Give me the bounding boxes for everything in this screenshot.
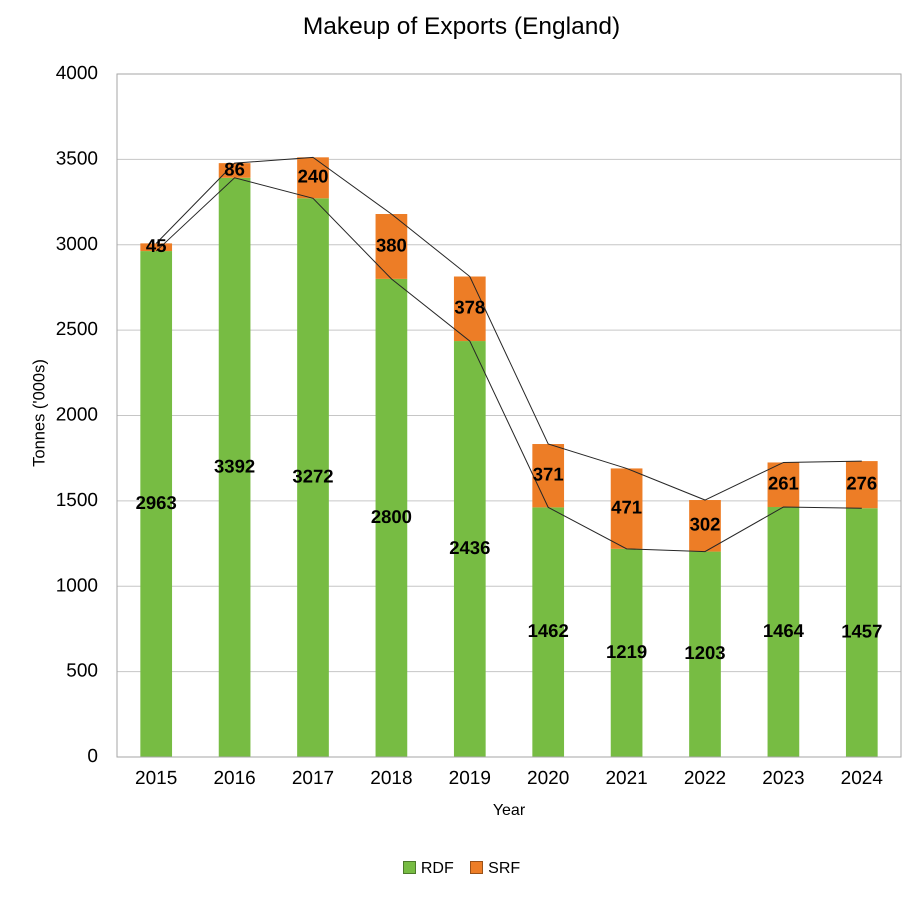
svg-text:2019: 2019 bbox=[449, 768, 491, 789]
svg-text:500: 500 bbox=[66, 661, 98, 682]
svg-text:2963: 2963 bbox=[136, 492, 177, 513]
svg-text:378: 378 bbox=[454, 297, 485, 318]
svg-text:2000: 2000 bbox=[56, 405, 98, 426]
svg-text:1000: 1000 bbox=[56, 575, 98, 596]
svg-text:1462: 1462 bbox=[528, 620, 569, 641]
svg-text:2436: 2436 bbox=[449, 537, 490, 558]
svg-text:4000: 4000 bbox=[56, 63, 98, 84]
svg-text:1464: 1464 bbox=[763, 620, 805, 641]
svg-text:2022: 2022 bbox=[684, 768, 726, 789]
svg-text:2500: 2500 bbox=[56, 319, 98, 340]
svg-text:240: 240 bbox=[298, 166, 329, 187]
svg-text:86: 86 bbox=[224, 158, 245, 179]
svg-text:302: 302 bbox=[690, 514, 721, 535]
svg-text:2015: 2015 bbox=[135, 768, 177, 789]
svg-text:3000: 3000 bbox=[56, 234, 98, 255]
svg-text:3272: 3272 bbox=[292, 466, 333, 487]
svg-text:2018: 2018 bbox=[370, 768, 412, 789]
svg-text:1500: 1500 bbox=[56, 490, 98, 511]
svg-text:471: 471 bbox=[611, 497, 642, 518]
svg-text:261: 261 bbox=[768, 473, 799, 494]
svg-text:1219: 1219 bbox=[606, 641, 647, 662]
svg-text:2017: 2017 bbox=[292, 768, 334, 789]
svg-text:45: 45 bbox=[146, 235, 167, 256]
svg-text:1203: 1203 bbox=[684, 642, 725, 663]
svg-text:0: 0 bbox=[87, 746, 98, 767]
svg-text:1457: 1457 bbox=[841, 621, 882, 642]
svg-text:2021: 2021 bbox=[605, 768, 647, 789]
svg-text:2024: 2024 bbox=[841, 768, 884, 789]
svg-text:2023: 2023 bbox=[762, 768, 804, 789]
svg-text:3392: 3392 bbox=[214, 455, 255, 476]
svg-text:3500: 3500 bbox=[56, 148, 98, 169]
svg-text:2020: 2020 bbox=[527, 768, 569, 789]
svg-text:2800: 2800 bbox=[371, 506, 412, 527]
svg-text:380: 380 bbox=[376, 234, 407, 255]
svg-text:276: 276 bbox=[846, 473, 877, 494]
svg-text:371: 371 bbox=[533, 464, 564, 485]
svg-text:2016: 2016 bbox=[213, 768, 255, 789]
